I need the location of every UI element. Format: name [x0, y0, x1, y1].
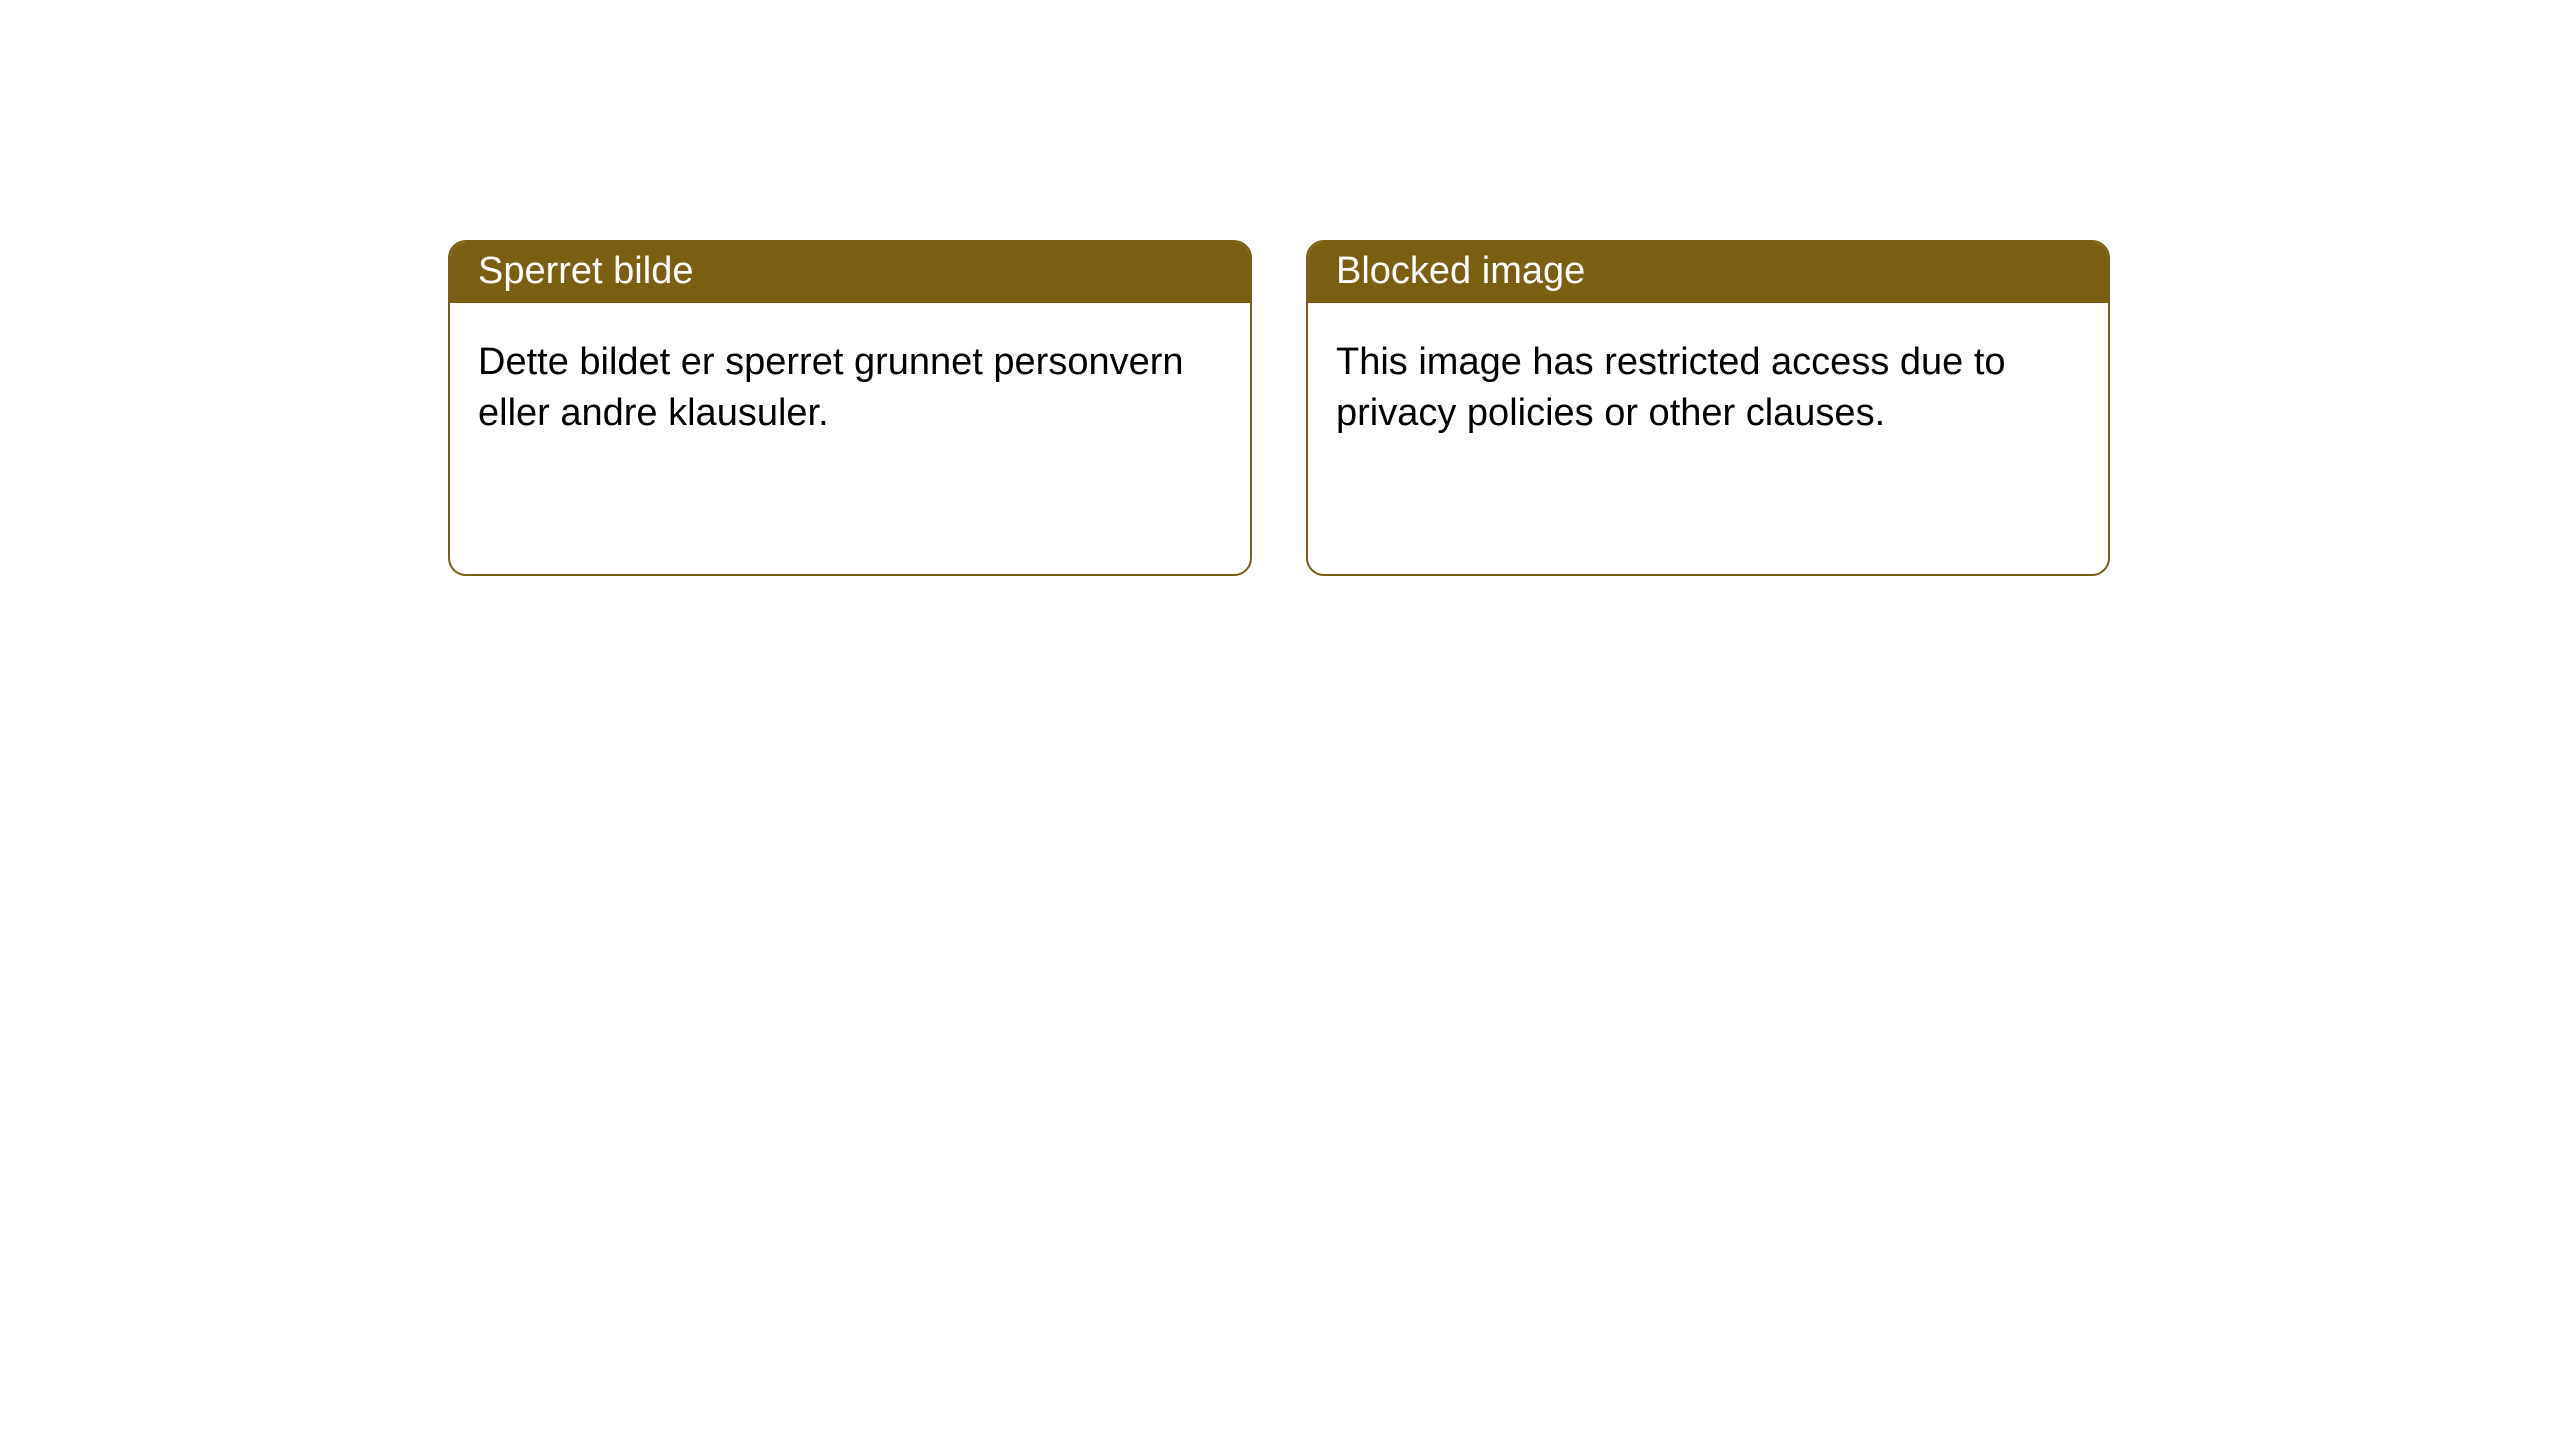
card-title: Blocked image — [1336, 250, 1585, 292]
card-title: Sperret bilde — [478, 250, 693, 292]
notice-container: Sperret bilde Dette bildet er sperret gr… — [0, 0, 2560, 576]
card-body: Dette bildet er sperret grunnet personve… — [450, 303, 1250, 474]
card-body: This image has restricted access due to … — [1308, 303, 2108, 474]
card-body-text: This image has restricted access due to … — [1336, 341, 2006, 434]
card-body-text: Dette bildet er sperret grunnet personve… — [478, 341, 1184, 434]
notice-card-norwegian: Sperret bilde Dette bildet er sperret gr… — [448, 240, 1252, 576]
card-header: Blocked image — [1308, 242, 2108, 303]
notice-card-english: Blocked image This image has restricted … — [1306, 240, 2110, 576]
card-header: Sperret bilde — [450, 242, 1250, 303]
